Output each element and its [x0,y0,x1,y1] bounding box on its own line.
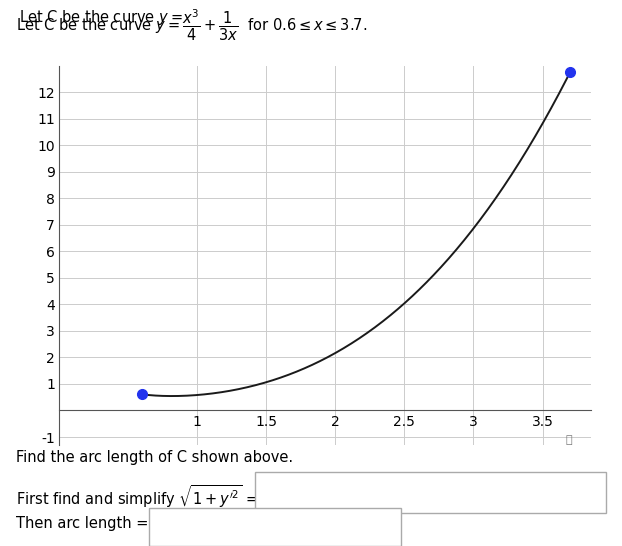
Text: First find and simplify $\sqrt{1 + y^{\prime 2}}$ =: First find and simplify $\sqrt{1 + y^{\p… [16,483,258,510]
Text: 🔍: 🔍 [566,435,572,445]
Text: Let C be the curve $y = $: Let C be the curve $y = $ [19,8,182,27]
Text: Find the arc length of C shown above.: Find the arc length of C shown above. [16,450,293,465]
Text: Then arc length =: Then arc length = [16,516,148,531]
Text: Let C be the curve $y = \dfrac{x^3}{4} + \dfrac{1}{3x}$  for $0.6 \leq x \leq 3.: Let C be the curve $y = \dfrac{x^3}{4} +… [16,8,367,44]
